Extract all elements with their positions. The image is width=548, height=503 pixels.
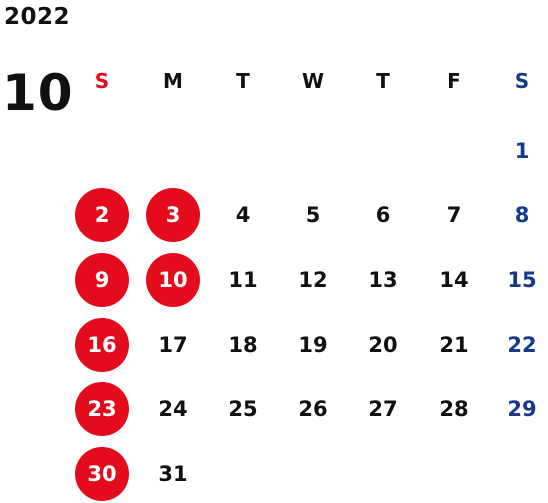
- day-cell[interactable]: 24: [158, 396, 188, 421]
- day-cell[interactable]: 5: [305, 202, 321, 227]
- holiday-day-cell[interactable]: 30: [75, 447, 129, 501]
- day-cell[interactable]: 28: [439, 396, 469, 421]
- day-cell[interactable]: 17: [158, 332, 188, 357]
- day-cell[interactable]: 11: [228, 267, 258, 292]
- day-cell[interactable]: 13: [368, 267, 398, 292]
- day-cell[interactable]: 8: [514, 202, 530, 227]
- day-cell[interactable]: 1: [514, 138, 530, 163]
- day-cell[interactable]: 25: [228, 396, 258, 421]
- day-cell[interactable]: 20: [368, 332, 398, 357]
- day-cell[interactable]: 18: [228, 332, 258, 357]
- holiday-day-cell[interactable]: 3: [146, 188, 200, 242]
- weekday-header-sat: S: [514, 69, 530, 93]
- day-cell[interactable]: 15: [507, 267, 537, 292]
- day-cell[interactable]: 27: [368, 396, 398, 421]
- month-number: 10: [2, 64, 74, 122]
- holiday-day-cell[interactable]: 9: [75, 253, 129, 307]
- weekday-header-tue: T: [236, 69, 250, 93]
- year-label: 2022: [4, 4, 71, 30]
- holiday-day-cell[interactable]: 16: [75, 318, 129, 372]
- holiday-day-cell[interactable]: 2: [75, 188, 129, 242]
- holiday-day-cell[interactable]: 10: [146, 253, 200, 307]
- day-cell[interactable]: 12: [298, 267, 328, 292]
- weekday-header-mon: M: [163, 69, 183, 93]
- weekday-header-wed: W: [301, 69, 325, 93]
- day-cell[interactable]: 14: [439, 267, 469, 292]
- day-cell[interactable]: 22: [507, 332, 537, 357]
- day-cell[interactable]: 6: [375, 202, 391, 227]
- weekday-header-fri: F: [447, 69, 461, 93]
- day-cell[interactable]: 4: [235, 202, 251, 227]
- day-cell[interactable]: 31: [158, 461, 188, 486]
- day-cell[interactable]: 26: [298, 396, 328, 421]
- weekday-header-thu: T: [376, 69, 390, 93]
- day-cell[interactable]: 29: [507, 396, 537, 421]
- day-cell[interactable]: 7: [446, 202, 462, 227]
- day-cell[interactable]: 19: [298, 332, 328, 357]
- day-cell[interactable]: 21: [439, 332, 469, 357]
- weekday-header-sun: S: [94, 69, 110, 93]
- holiday-day-cell[interactable]: 23: [75, 382, 129, 436]
